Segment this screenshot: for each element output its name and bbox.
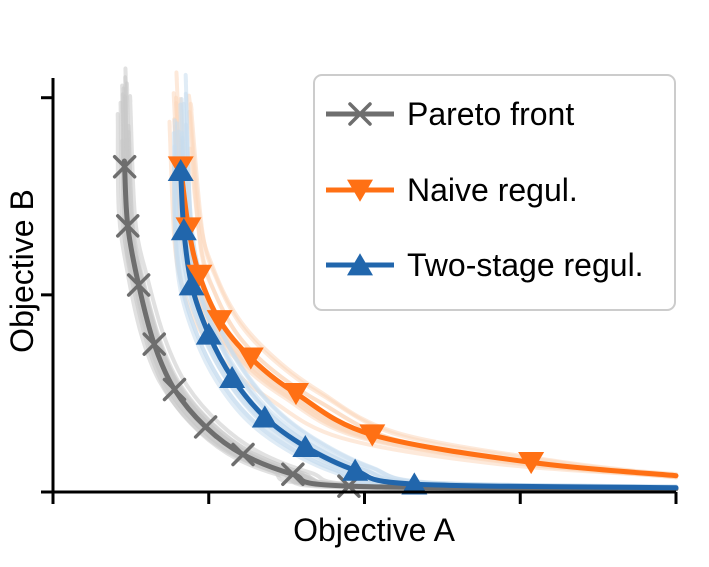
y-axis-title: Objective B (4, 189, 40, 353)
data-point (401, 472, 428, 495)
data-point (342, 458, 369, 481)
data-point (193, 415, 218, 439)
legend-marker (347, 253, 373, 276)
data-point (167, 158, 194, 182)
legend: Pareto front Naive regul. Two-stage regul. (313, 74, 676, 311)
data-point (231, 442, 255, 467)
data-point (251, 405, 278, 428)
legend-label: Two-stage regul. (407, 247, 644, 283)
data-point (206, 310, 233, 333)
data-point (162, 377, 187, 402)
data-point (112, 154, 137, 179)
legend-entry: Naive regul. (326, 172, 578, 208)
data-point (292, 434, 319, 458)
legend-label: Naive regul. (407, 172, 578, 208)
data-point (186, 264, 213, 287)
data-point (170, 218, 197, 241)
data-point (281, 462, 305, 487)
data-point (237, 347, 264, 370)
x-axis-title: Objective A (293, 512, 456, 548)
series-layer (112, 154, 679, 498)
legend-frame (313, 74, 676, 311)
data-point (142, 332, 166, 356)
data-point (178, 273, 205, 296)
legend-entry: Two-stage regul. (326, 247, 644, 283)
data-point (126, 273, 151, 297)
data-point (518, 452, 545, 475)
data-point (219, 365, 246, 389)
data-point (195, 322, 222, 345)
data-point (116, 214, 140, 238)
legend-marker (348, 102, 372, 126)
axis-ticks (41, 96, 678, 504)
legend-marker (347, 179, 373, 202)
data-point (359, 424, 386, 447)
legend-label: Pareto front (407, 96, 574, 132)
data-point (282, 383, 309, 406)
legend-entry: Pareto front (326, 96, 574, 132)
